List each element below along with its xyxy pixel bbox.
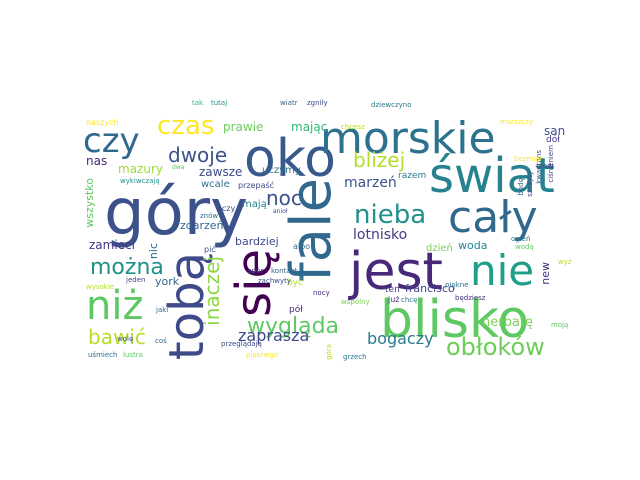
- word-lotnisko: lotnisko: [353, 227, 408, 243]
- word-zdarzen: zdarzeń: [180, 219, 224, 232]
- word-woda: woda: [458, 239, 488, 252]
- word-wyz: wyż: [558, 258, 572, 266]
- word-nie: nie: [470, 246, 535, 295]
- word-marzen: marzeń: [344, 175, 397, 191]
- word-blisko: blisko: [380, 290, 530, 350]
- word-usmiech: uśmiech: [88, 351, 118, 359]
- word-jeden: jeden: [126, 276, 146, 284]
- word-chcesz: chcesz: [341, 123, 365, 131]
- word-oko: oko: [244, 129, 336, 189]
- word-wiatr: wiatr: [280, 99, 298, 107]
- word-mozna: można: [90, 255, 164, 280]
- word-bedziesz: będziesz: [455, 294, 486, 302]
- word-mazury: mazury: [118, 162, 163, 176]
- word-zamieci: zamieci: [89, 238, 135, 252]
- word-ten: ten: [385, 285, 400, 295]
- word-mam: mam: [536, 162, 554, 170]
- word-grzech: grzech: [343, 353, 367, 361]
- word-pic: pić: [204, 245, 216, 254]
- word-przegladaja: przeglądają: [221, 340, 262, 348]
- word-nocy: nocy: [313, 289, 330, 297]
- word-tutaj: tutaj: [211, 99, 228, 107]
- word-byc: być: [287, 278, 303, 288]
- word-herbate: herbatę: [482, 315, 533, 330]
- word-woda-small: wodą: [515, 243, 534, 251]
- word-gora: góra: [325, 344, 333, 360]
- word-naszych: naszych: [86, 118, 119, 127]
- word-dzien: dzień: [426, 243, 453, 254]
- word-inaczej: inaczej: [200, 256, 224, 326]
- word-juz: już: [388, 295, 400, 304]
- word-wspolny: wspólny: [341, 298, 370, 306]
- word-swiat: świat: [429, 148, 555, 204]
- word-oczy: oczy: [217, 204, 236, 213]
- word-tak: tak: [192, 99, 204, 107]
- word-uczymy: uczymy: [262, 165, 301, 176]
- word-nas: nas: [86, 154, 108, 168]
- word-york: york: [155, 275, 180, 288]
- word-bezmiar: bezmiar: [514, 155, 543, 163]
- word-czy: czy: [83, 121, 140, 161]
- word-wyglada: wygląda: [247, 314, 340, 339]
- word-nieba: nieba: [354, 200, 427, 230]
- word-wcale: wcale: [201, 179, 230, 190]
- word-zawsze: zawsze: [199, 165, 243, 179]
- word-dwoje: dwoje: [168, 143, 228, 167]
- word-cos: coś: [155, 337, 167, 345]
- word-lustra: lustra: [123, 351, 143, 359]
- word-caly: cały: [448, 192, 538, 243]
- word-ogien: ogień: [511, 235, 531, 243]
- word-piekne: piękne: [445, 281, 469, 289]
- word-dol: dół: [546, 135, 560, 145]
- word-pieknego: pięknego: [246, 351, 279, 359]
- word-wysokie: wysokie: [86, 283, 115, 291]
- word-zachwyty: zachwyty: [258, 277, 292, 285]
- word-francisco: francisco: [405, 282, 455, 295]
- word-bawic: bawić: [88, 325, 146, 349]
- word-jaki: jaki: [156, 306, 169, 314]
- word-prawie: prawie: [223, 120, 264, 134]
- word-new: new: [539, 262, 552, 285]
- word-dziewczyno: dziewczyno: [371, 101, 412, 109]
- word-albo: albo: [293, 242, 311, 251]
- word-oblokow: obłoków: [446, 333, 545, 361]
- word-marszczy: marszczy: [500, 118, 533, 126]
- word-wole: wolę: [117, 335, 134, 343]
- word-znow: znów: [200, 212, 219, 220]
- word-bogaczy: bogaczy: [367, 329, 434, 348]
- word-chce: chcę: [401, 296, 418, 304]
- word-przepasc: przepaść: [238, 181, 275, 190]
- word-zgnily: zgniły: [307, 99, 328, 107]
- word-razem: razem: [398, 171, 427, 181]
- word-bede: będę: [517, 178, 525, 196]
- word-maja: mają: [242, 199, 267, 210]
- word-gory: góry: [104, 176, 248, 250]
- word-majac: mając: [291, 120, 328, 134]
- word-kontakt: kontakt: [271, 267, 298, 275]
- word-jest: jest: [349, 242, 443, 302]
- word-san: san: [544, 124, 566, 138]
- word-pol: pół: [289, 305, 303, 315]
- word-spor: spór: [248, 267, 264, 275]
- word-zaprasza: zaprasza: [238, 326, 310, 345]
- word-wykiwczaja: wykiwczają: [120, 177, 160, 185]
- word-bardziej: bardziej: [235, 235, 279, 248]
- word-nic: nic: [147, 243, 160, 260]
- word-wszystko: wszystko: [83, 178, 96, 228]
- word-noc: noc: [266, 186, 302, 210]
- word-czas: czas: [157, 111, 215, 141]
- word-szczyty: szczyty: [526, 171, 534, 197]
- word-morskie: morskie: [320, 113, 496, 164]
- word-blizej: bliżej: [353, 148, 406, 172]
- word-niz: niż: [86, 283, 144, 329]
- word-dwa: dwa: [172, 164, 185, 171]
- word-aniol: anioł: [273, 208, 288, 215]
- word-moja: moją: [551, 321, 569, 329]
